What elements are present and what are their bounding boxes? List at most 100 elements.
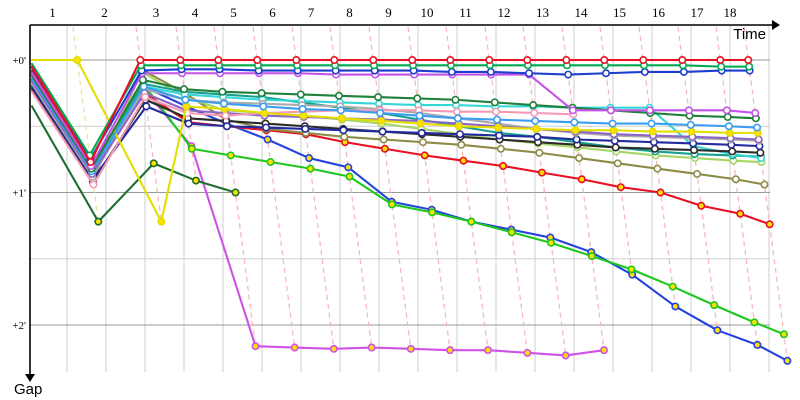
series-marker-runner-magenta-dropout[interactable] [484,346,493,355]
series-marker-runner-red-slow[interactable] [499,162,508,171]
series-marker-runner-yellow[interactable] [571,126,580,135]
series-marker-runner-green-slow[interactable] [750,318,759,327]
series-marker-runner-navy[interactable] [417,128,426,137]
series-marker-runner-red-leader[interactable] [176,55,185,64]
series-marker-runner-darkgreen[interactable] [374,93,383,102]
series-marker-runner-red-slow[interactable] [697,201,706,210]
series-marker-runner-yellow[interactable] [454,122,463,131]
series-marker-runner-red-slow[interactable] [736,209,745,218]
series-marker-runner-darkgreen[interactable] [334,91,343,100]
series-marker-runner-red-leader[interactable] [744,55,753,64]
series-marker-runner-yellow[interactable] [532,124,541,133]
series-marker-runner-darkgreen-dropout[interactable] [191,176,200,185]
series-marker-runner-black[interactable] [728,147,737,156]
series-marker-runner-darkgreen-dropout[interactable] [231,188,240,197]
series-marker-runner-blue-leader[interactable] [602,69,611,78]
series-marker-runner-olive[interactable] [760,180,769,189]
series-marker-runner-skyblue[interactable] [724,122,733,131]
series-marker-runner-blue-slow[interactable] [305,154,314,163]
series-marker-runner-red-leader[interactable] [716,55,725,64]
series-marker-runner-magenta-dropout[interactable] [251,342,260,351]
series-marker-runner-blue-leader[interactable] [447,67,456,76]
series-marker-runner-green-slow[interactable] [467,217,476,226]
series-marker-runner-pink[interactable] [453,107,462,116]
series-marker-runner-yellow[interactable] [609,126,618,135]
series-marker-runner-skyblue[interactable] [415,111,424,120]
series-marker-runner-magenta-dropout[interactable] [600,346,609,355]
series-marker-runner-violet[interactable] [568,106,577,115]
series-marker-runner-red-slow[interactable] [765,220,774,229]
series-marker-runner-pink[interactable] [221,111,230,120]
series-marker-runner-red-leader[interactable] [214,55,223,64]
series-marker-runner-red-leader[interactable] [446,55,455,64]
series-marker-runner-magenta-dropout[interactable] [290,343,299,352]
series-marker-runner-yellow[interactable] [299,111,308,120]
series-marker-runner-skyblue[interactable] [181,95,190,104]
series-marker-runner-red-leader[interactable] [292,55,301,64]
series-marker-runner-red-slow[interactable] [459,156,468,165]
series-marker-runner-red-leader[interactable] [136,55,145,64]
series-marker-runner-yellow[interactable] [648,127,657,136]
series-marker-runner-navy[interactable] [533,132,542,141]
series-marker-runner-green-slow[interactable] [187,144,196,153]
series-marker-runner-skyblue[interactable] [493,115,502,124]
series-marker-runner-olive[interactable] [535,148,544,157]
series-marker-runner-olive[interactable] [613,159,622,168]
series-marker-runner-skyblue[interactable] [336,106,345,115]
series-marker-runner-skyblue[interactable] [608,119,617,128]
series-marker-runner-olive[interactable] [575,154,584,163]
series-marker-runner-blue-slow[interactable] [713,326,722,335]
series-marker-runner-pink[interactable] [492,107,501,116]
series-marker-runner-red-slow[interactable] [577,175,586,184]
series-marker-runner-skyblue[interactable] [259,102,268,111]
series-marker-runner-green-slow[interactable] [388,200,397,209]
series-marker-runner-olive[interactable] [653,164,662,173]
series-marker-runner-red-leader[interactable] [253,55,262,64]
series-line-runner-pink[interactable] [30,90,575,186]
series-marker-runner-olive[interactable] [457,140,466,149]
series-marker-runner-green-leader[interactable] [745,62,754,71]
series-marker-runner-navy[interactable] [142,102,151,111]
series-marker-runner-green-slow[interactable] [428,208,437,217]
series-marker-runner-yellow[interactable] [337,114,346,123]
series-marker-runner-yellow[interactable] [377,116,386,125]
series-marker-runner-red-slow[interactable] [616,183,625,192]
series-marker-runner-darkgreen-dropout[interactable] [94,217,103,226]
series-marker-runner-darkgreen[interactable] [490,98,499,107]
series-marker-runner-black[interactable] [756,148,765,157]
series-marker-runner-navy[interactable] [455,130,464,139]
series-marker-runner-blue-leader[interactable] [525,69,534,78]
series-marker-runner-skyblue[interactable] [647,119,656,128]
series-marker-runner-magenta-dropout[interactable] [446,346,455,355]
series-marker-runner-blue-leader[interactable] [564,70,573,79]
series-marker-runner-olive[interactable] [418,138,427,147]
series-marker-runner-red-slow[interactable] [537,168,546,177]
series-marker-runner-skyblue[interactable] [376,109,385,118]
series-marker-runner-navy[interactable] [572,135,581,144]
series-marker-runner-violet[interactable] [722,106,731,115]
series-marker-runner-violet[interactable] [645,106,654,115]
series-marker-runner-skyblue[interactable] [686,120,695,129]
series-marker-runner-red-leader[interactable] [369,55,378,64]
series-marker-runner-darkgreen[interactable] [180,85,189,94]
series-marker-runner-navy[interactable] [339,126,348,135]
series-marker-runner-darkgreen[interactable] [218,87,227,96]
series-marker-runner-red-slow[interactable] [380,144,389,153]
series-marker-runner-skyblue[interactable] [298,105,307,114]
series-marker-runner-violet[interactable] [606,106,615,115]
series-marker-runner-darkgreen[interactable] [257,89,266,98]
series-marker-runner-red-leader[interactable] [485,55,494,64]
series-marker-runner-red-leader[interactable] [330,55,339,64]
series-marker-runner-skyblue[interactable] [453,114,462,123]
series-marker-runner-green-slow[interactable] [779,330,788,339]
series-marker-runner-black[interactable] [690,146,699,155]
series-marker-runner-blue-slow[interactable] [783,356,792,365]
series-marker-runner-darkgreen[interactable] [296,90,305,99]
series-marker-runner-green-slow[interactable] [345,172,354,181]
series-marker-runner-yellow[interactable] [687,127,696,136]
series-marker-runner-green-slow[interactable] [266,158,275,167]
series-marker-runner-darkgreen[interactable] [723,112,732,121]
series-marker-runner-yellow[interactable] [157,217,166,226]
series-marker-runner-magenta-dropout[interactable] [561,351,570,360]
series-marker-runner-magenta-dropout[interactable] [406,344,415,353]
